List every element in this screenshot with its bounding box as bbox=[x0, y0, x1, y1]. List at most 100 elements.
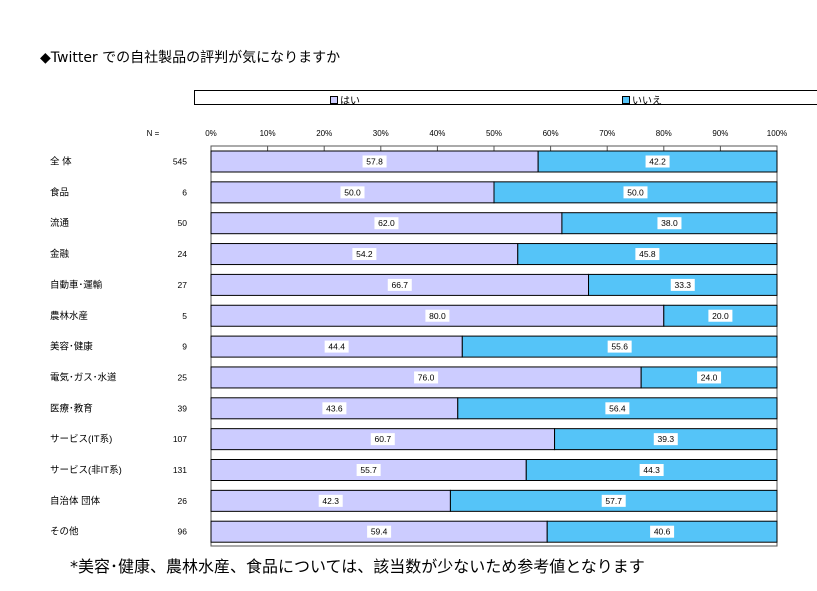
n-value: 545 bbox=[173, 157, 187, 167]
legend-item-no: いいえ bbox=[622, 92, 662, 107]
data-label-bg bbox=[635, 248, 660, 261]
chart-title: ◆Twitter での自社製品の評判が気になりますか bbox=[40, 50, 341, 66]
n-value: 50 bbox=[178, 218, 188, 228]
n-value: 5 bbox=[182, 311, 187, 321]
category-label: その他 bbox=[50, 526, 79, 538]
data-label-no: 24.0 bbox=[701, 372, 718, 382]
x-tick-label: 60% bbox=[543, 129, 559, 138]
data-label-no: 44.3 bbox=[643, 465, 660, 475]
category-label: 食品 bbox=[50, 186, 69, 198]
data-label-bg bbox=[605, 402, 630, 415]
data-label-yes: 57.8 bbox=[366, 157, 383, 167]
data-label-bg bbox=[708, 309, 733, 322]
n-value: 26 bbox=[178, 496, 188, 506]
data-label-bg bbox=[367, 525, 392, 538]
data-label-bg bbox=[657, 217, 682, 230]
legend-swatch-yes bbox=[330, 95, 338, 104]
data-label-no: 20.0 bbox=[712, 311, 729, 321]
n-value: 131 bbox=[173, 465, 187, 475]
data-label-yes: 50.0 bbox=[344, 187, 361, 197]
data-label-bg bbox=[607, 340, 632, 353]
x-tick-label: 70% bbox=[599, 129, 615, 138]
data-label-no: 57.7 bbox=[605, 496, 622, 506]
n-value: 24 bbox=[178, 249, 188, 259]
data-label-no: 39.3 bbox=[658, 434, 675, 444]
data-label-yes: 59.4 bbox=[371, 527, 388, 537]
data-label-no: 45.8 bbox=[639, 249, 656, 259]
data-label-bg bbox=[645, 155, 670, 168]
x-tick-label: 10% bbox=[260, 129, 276, 138]
data-label-bg bbox=[387, 278, 412, 291]
category-label: 農林水産 bbox=[50, 310, 88, 322]
data-label-bg bbox=[639, 464, 664, 476]
x-tick-label: 0% bbox=[205, 129, 217, 138]
category-label: 全 体 bbox=[50, 156, 72, 168]
n-value: 9 bbox=[182, 342, 187, 352]
x-tick-label: 80% bbox=[656, 129, 672, 138]
data-label-no: 33.3 bbox=[674, 280, 691, 290]
data-label-yes: 44.4 bbox=[328, 342, 345, 352]
data-label-no: 42.2 bbox=[649, 157, 666, 167]
data-label-bg bbox=[352, 248, 377, 261]
category-label: 自治体 団体 bbox=[50, 495, 101, 507]
x-tick-label: 50% bbox=[486, 129, 502, 138]
data-label-bg bbox=[414, 371, 439, 384]
data-label-no: 56.4 bbox=[609, 403, 626, 413]
data-label-no: 55.6 bbox=[611, 342, 628, 352]
data-label-bg bbox=[322, 402, 347, 415]
data-label-bg bbox=[362, 155, 387, 168]
n-value: 6 bbox=[182, 187, 187, 197]
n-header: N = bbox=[147, 129, 160, 138]
data-label-yes: 62.0 bbox=[378, 218, 395, 228]
data-label-bg bbox=[324, 340, 349, 353]
data-label-bg bbox=[601, 494, 626, 507]
x-tick-label: 20% bbox=[316, 129, 332, 138]
x-tick-label: 100% bbox=[767, 129, 787, 138]
legend-swatch-no bbox=[622, 95, 630, 104]
category-label: 金融 bbox=[50, 248, 70, 260]
n-value: 96 bbox=[178, 527, 188, 537]
data-label-bg bbox=[623, 186, 648, 199]
data-label-bg bbox=[356, 464, 381, 476]
data-label-yes: 66.7 bbox=[391, 280, 408, 290]
data-label-yes: 76.0 bbox=[418, 372, 435, 382]
category-label: 医療･教育 bbox=[50, 402, 93, 414]
category-label: 自動車･運輸 bbox=[50, 279, 103, 291]
footnote: *美容･健康、農林水産、食品については、該当数が少ないため参考値となります bbox=[70, 557, 645, 576]
data-label-no: 50.0 bbox=[627, 187, 644, 197]
data-label-no: 40.6 bbox=[654, 527, 671, 537]
legend: はい いいえ bbox=[194, 90, 817, 107]
category-label: 流通 bbox=[50, 217, 70, 229]
data-label-yes: 80.0 bbox=[429, 311, 446, 321]
x-tick-label: 90% bbox=[712, 129, 728, 138]
n-value: 107 bbox=[173, 434, 187, 444]
category-label: 美容･健康 bbox=[50, 341, 93, 353]
n-value: 25 bbox=[178, 372, 188, 382]
data-label-bg bbox=[670, 278, 695, 291]
data-label-bg bbox=[370, 433, 395, 446]
data-label-bg bbox=[318, 494, 343, 507]
data-label-bg bbox=[340, 186, 365, 199]
data-label-yes: 55.7 bbox=[360, 465, 377, 475]
category-label: サービス(非IT系) bbox=[50, 464, 122, 476]
category-label: 電気･ガス･水道 bbox=[50, 371, 117, 383]
x-tick-label: 40% bbox=[429, 129, 445, 138]
data-label-bg bbox=[425, 309, 450, 322]
data-label-yes: 42.3 bbox=[322, 496, 339, 506]
data-label-bg bbox=[374, 217, 399, 230]
data-label-no: 38.0 bbox=[661, 218, 678, 228]
data-label-bg bbox=[650, 525, 675, 538]
n-value: 39 bbox=[178, 403, 188, 413]
data-label-yes: 54.2 bbox=[356, 249, 373, 259]
x-tick-label: 30% bbox=[373, 129, 389, 138]
category-label: サービス(IT系) bbox=[50, 434, 112, 445]
data-label-yes: 60.7 bbox=[375, 434, 392, 444]
n-value: 27 bbox=[178, 280, 188, 290]
data-label-bg bbox=[653, 433, 678, 446]
legend-label-yes: はい bbox=[340, 96, 360, 107]
data-label-bg bbox=[697, 371, 722, 384]
data-label-yes: 43.6 bbox=[326, 403, 343, 413]
legend-item-yes: はい bbox=[330, 92, 360, 107]
legend-label-no: いいえ bbox=[632, 96, 662, 107]
